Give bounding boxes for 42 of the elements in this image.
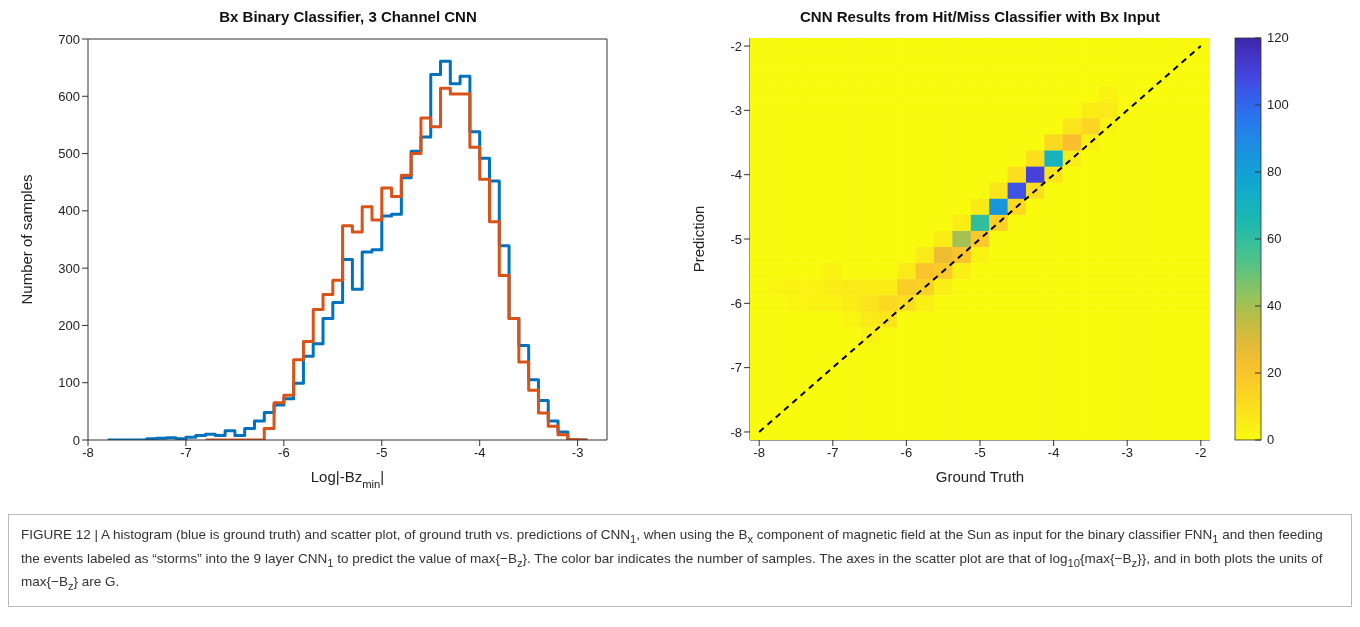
y-axis-title: Prediction (690, 205, 707, 273)
y-tick-label: -6 (730, 295, 742, 311)
chart-title: CNN Results from Hit/Miss Classifier with Bx Input (798, 8, 1162, 27)
x-tick-label: -8 (753, 445, 765, 461)
y-tick-label: 400 (58, 203, 80, 219)
y-tick-label: -3 (730, 102, 742, 118)
y-tick-label: 300 (58, 260, 80, 276)
x-tick-label: -2 (1195, 445, 1207, 461)
y-tick-label: -8 (730, 424, 742, 440)
text: FIGURE 12 | A histogram (blue is ground truth) and scatter plot, of ground truth vs. predictions of CNN$_{1}$, when using the B$_{x}$ component of magnetic field at the Sun as input for the binary classifier FNN$_{1}$ and then feeding the events labeled as “storms” into the 9 layer CNN$_{1}$ to predict the value of max{−B$_{z}$}. The color bar indicates the number of samples. The axes in the scatter plot are that of log$_{10}${max{−B$_{z}$}}, and in both plots the units of max{−B$_{z}$} are G. (21, 527, 1323, 593)
x-tick-label: -4 (1047, 445, 1060, 461)
x-axis-title: Ground Truth (935, 468, 1025, 485)
x-tick-label: -8 (82, 445, 94, 461)
x-tick-label: -7 (180, 445, 192, 461)
color-bar-label: 80 (1267, 164, 1282, 179)
x-tick-label: -6 (900, 445, 913, 461)
y-tick-label: -5 (730, 231, 742, 247)
color-bar-label: 0 (1267, 432, 1275, 447)
x-axis-title: Log|-Bz$_{min}$| (310, 468, 385, 490)
color-bar-label: 120 (1267, 30, 1289, 45)
chart-title: Bx Binary Classifier, 3 Channel CNN (218, 8, 478, 27)
y-tick-label: 200 (58, 318, 80, 334)
x-tick-label: -5 (375, 445, 388, 461)
x-tick-label: -6 (278, 445, 290, 461)
x-tick-label: -3 (1121, 445, 1133, 461)
y-tick-label: 500 (58, 146, 80, 162)
color-bar-label: 100 (1267, 97, 1289, 112)
y-tick-label: 0 (72, 432, 80, 448)
color-bar-label: 60 (1267, 231, 1282, 246)
x-tick-label: -7 (827, 445, 839, 461)
y-tick-label: -4 (730, 167, 742, 183)
y-axis-title: Number of samples (18, 174, 35, 305)
y-tick-label: 700 (58, 31, 80, 47)
x-tick-label: -4 (473, 445, 486, 461)
y-tick-label: -7 (730, 360, 742, 376)
y-tick-label: 100 (58, 375, 80, 391)
x-tick-label: -3 (571, 445, 584, 461)
y-tick-label: 600 (58, 88, 80, 104)
color-bar-label: 20 (1267, 365, 1282, 380)
y-tick-label: -2 (730, 38, 742, 54)
x-tick-label: -5 (974, 445, 986, 461)
color-bar-label: 40 (1267, 298, 1282, 313)
